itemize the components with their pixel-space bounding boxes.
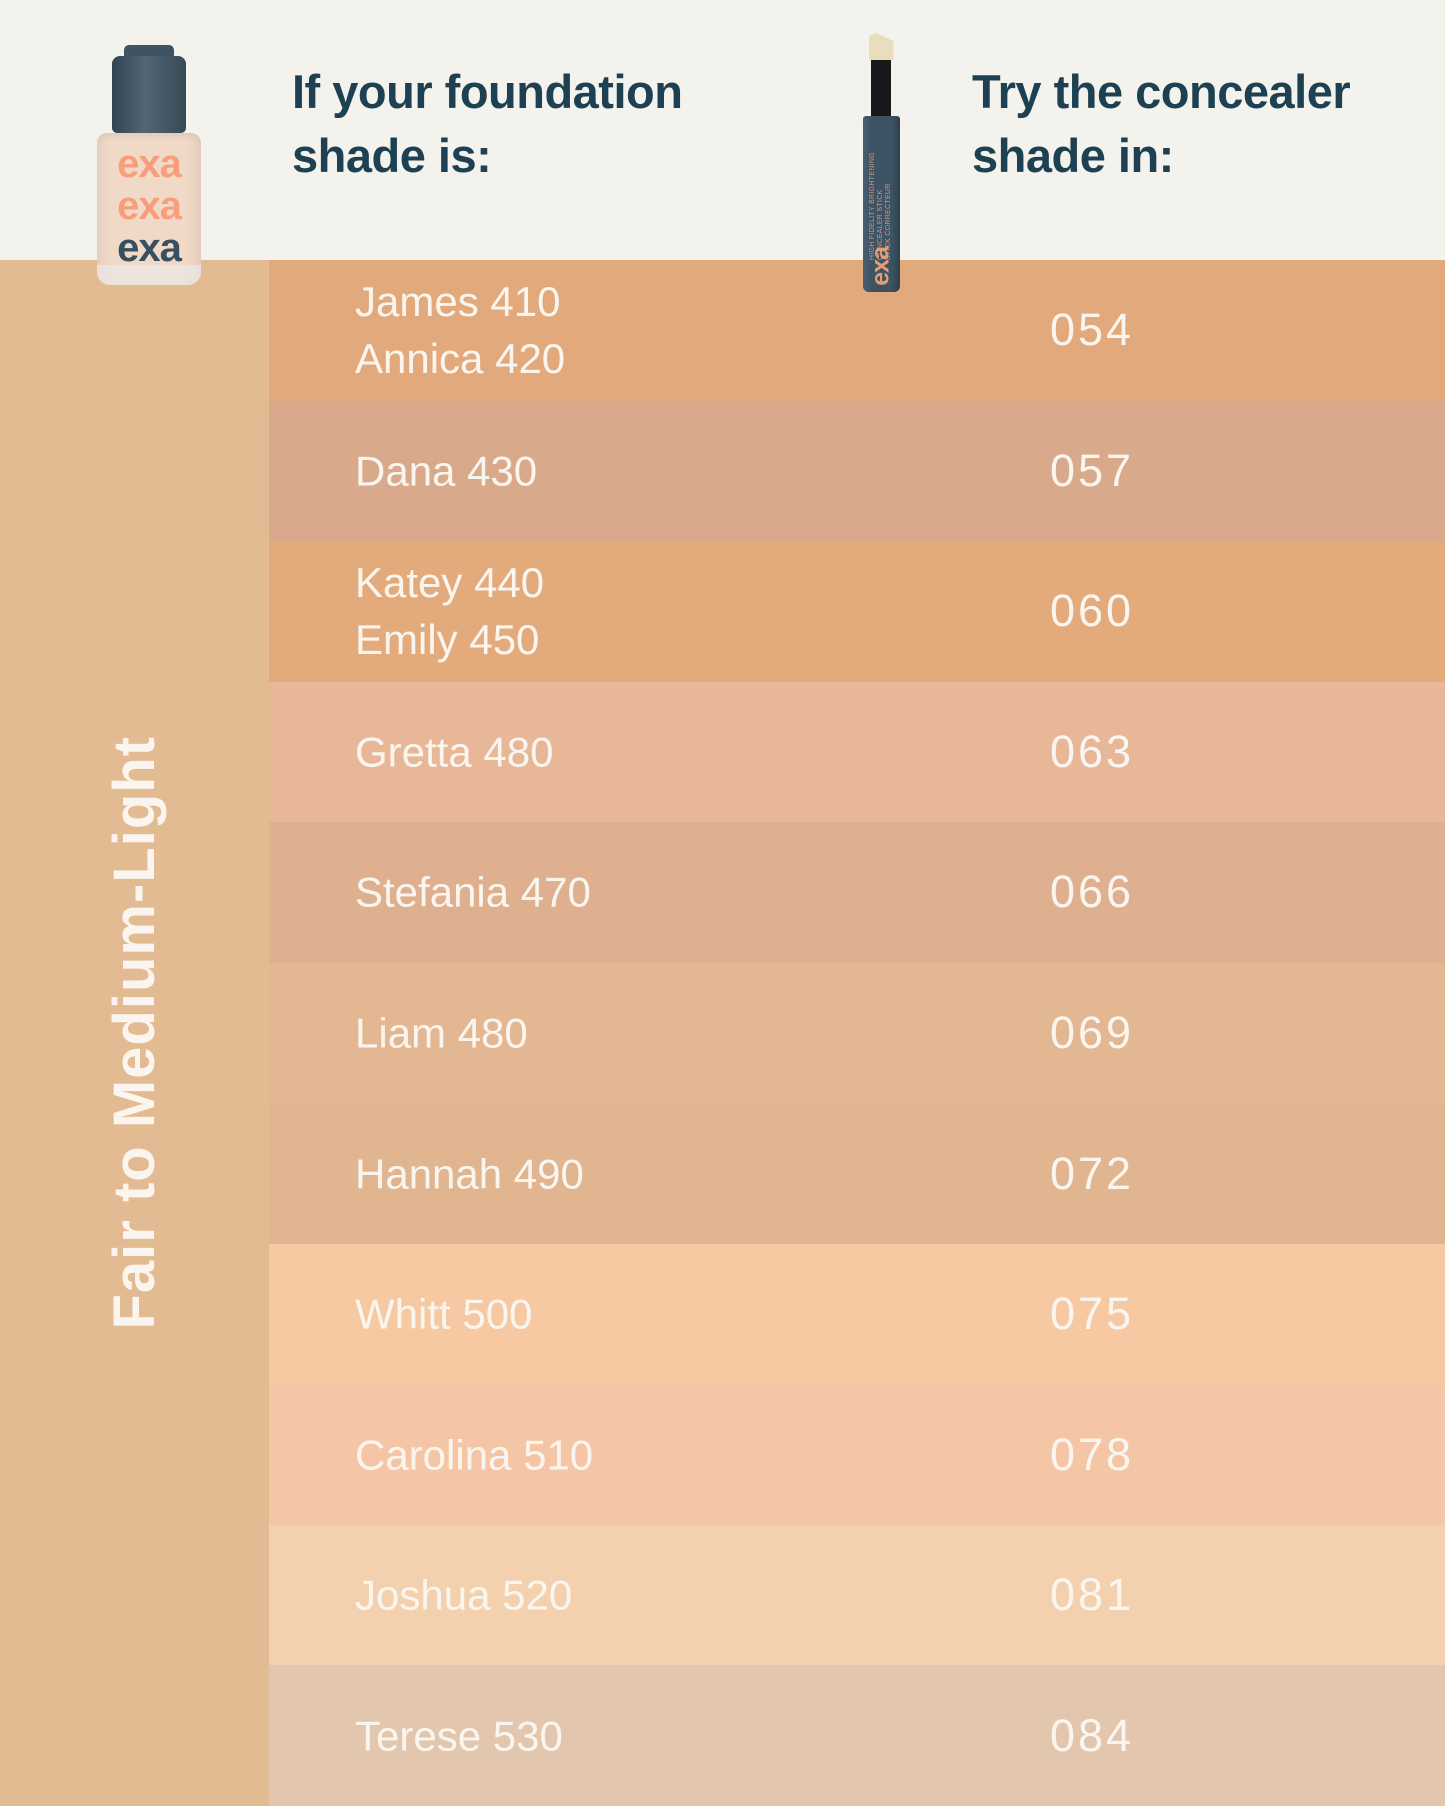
concealer-label-text: HIGH FIDELITY BRIGHTENING CONCEALER STIC… [869,152,892,261]
foundation-shade-label: Carolina 510 [355,1431,594,1479]
table-row: Dana 430 057 [269,400,1445,542]
concealer-tip [868,33,894,60]
table-row: Katey 440 Emily 450 060 [269,541,1445,682]
table-row: Hannah 490 072 [269,1103,1445,1244]
table-rows: James 410 Annica 420 054 Dana 430 057 Katey … [269,260,1445,1806]
concealer-shade-value: 066 [1050,866,1135,918]
foundation-shade-label: Stefania 470 [355,868,591,916]
foundation-shade-label: Terese 530 [355,1712,563,1760]
concealer-shade-value: 075 [1050,1288,1135,1340]
concealer-shade-value: 078 [1050,1428,1135,1480]
bottle-cap-top [124,45,174,58]
shade-range-label: Fair to Medium-Light [102,736,167,1330]
table-row: Carolina 510 078 [269,1384,1445,1525]
exa-logo-small: exa [866,247,895,286]
bottle-body: exa exa exa [97,133,201,285]
bottle-cap [112,56,186,133]
concealer-shade-value: 057 [1050,444,1135,496]
table-row: Joshua 520 081 [269,1524,1445,1666]
exa-logo: exa exa exa [97,143,201,269]
concealer-shade-value: 063 [1050,725,1135,777]
concealer-shade-value: 060 [1050,585,1135,637]
concealer-body: HIGH FIDELITY BRIGHTENING CONCEALER STIC… [862,116,900,292]
table-row: Terese 530 084 [269,1665,1445,1806]
concealer-stick-image: HIGH FIDELITY BRIGHTENING CONCEALER STIC… [862,33,900,292]
foundation-shade-label: Joshua 520 [355,1571,573,1619]
foundation-bottle-image: exa exa exa [97,45,201,285]
table-row: Stefania 470 066 [269,822,1445,963]
foundation-shade-label: Katey 440 Emily 450 [355,559,545,664]
foundation-shade-label: James 410 Annica 420 [355,278,566,383]
concealer-shade-value: 072 [1050,1147,1135,1199]
exa-logo-line: exa [117,226,182,270]
concealer-shade-value: 054 [1050,304,1135,356]
concealer-shade-value: 069 [1050,1007,1135,1058]
table-row: James 410 Annica 420 054 [269,260,1445,401]
concealer-shade-value: 084 [1050,1709,1135,1761]
table-row: Gretta 480 063 [269,681,1445,823]
exa-logo-line: exa [117,184,182,228]
foundation-shade-label: Gretta 480 [355,728,554,776]
foundation-shade-label: Dana 430 [355,447,538,495]
foundation-column-title: If your foundation shade is: [292,65,683,182]
table-row: Whitt 500 075 [269,1243,1445,1385]
exa-logo-line: exa [117,142,182,186]
chart-header: If your foundation shade is: Try the con… [0,0,1445,260]
concealer-column-title: Try the concealer shade in: [972,65,1351,182]
table-row: Liam 480 069 [269,962,1445,1104]
concealer-shaft [871,60,891,116]
shade-range-sidebar: Fair to Medium-Light [0,260,269,1806]
bottle-frosted-base [97,265,201,285]
foundation-shade-label: Liam 480 [355,1009,528,1057]
foundation-shade-label: Whitt 500 [355,1290,533,1338]
foundation-shade-label: Hannah 490 [355,1150,584,1198]
concealer-shade-value: 081 [1050,1569,1135,1621]
